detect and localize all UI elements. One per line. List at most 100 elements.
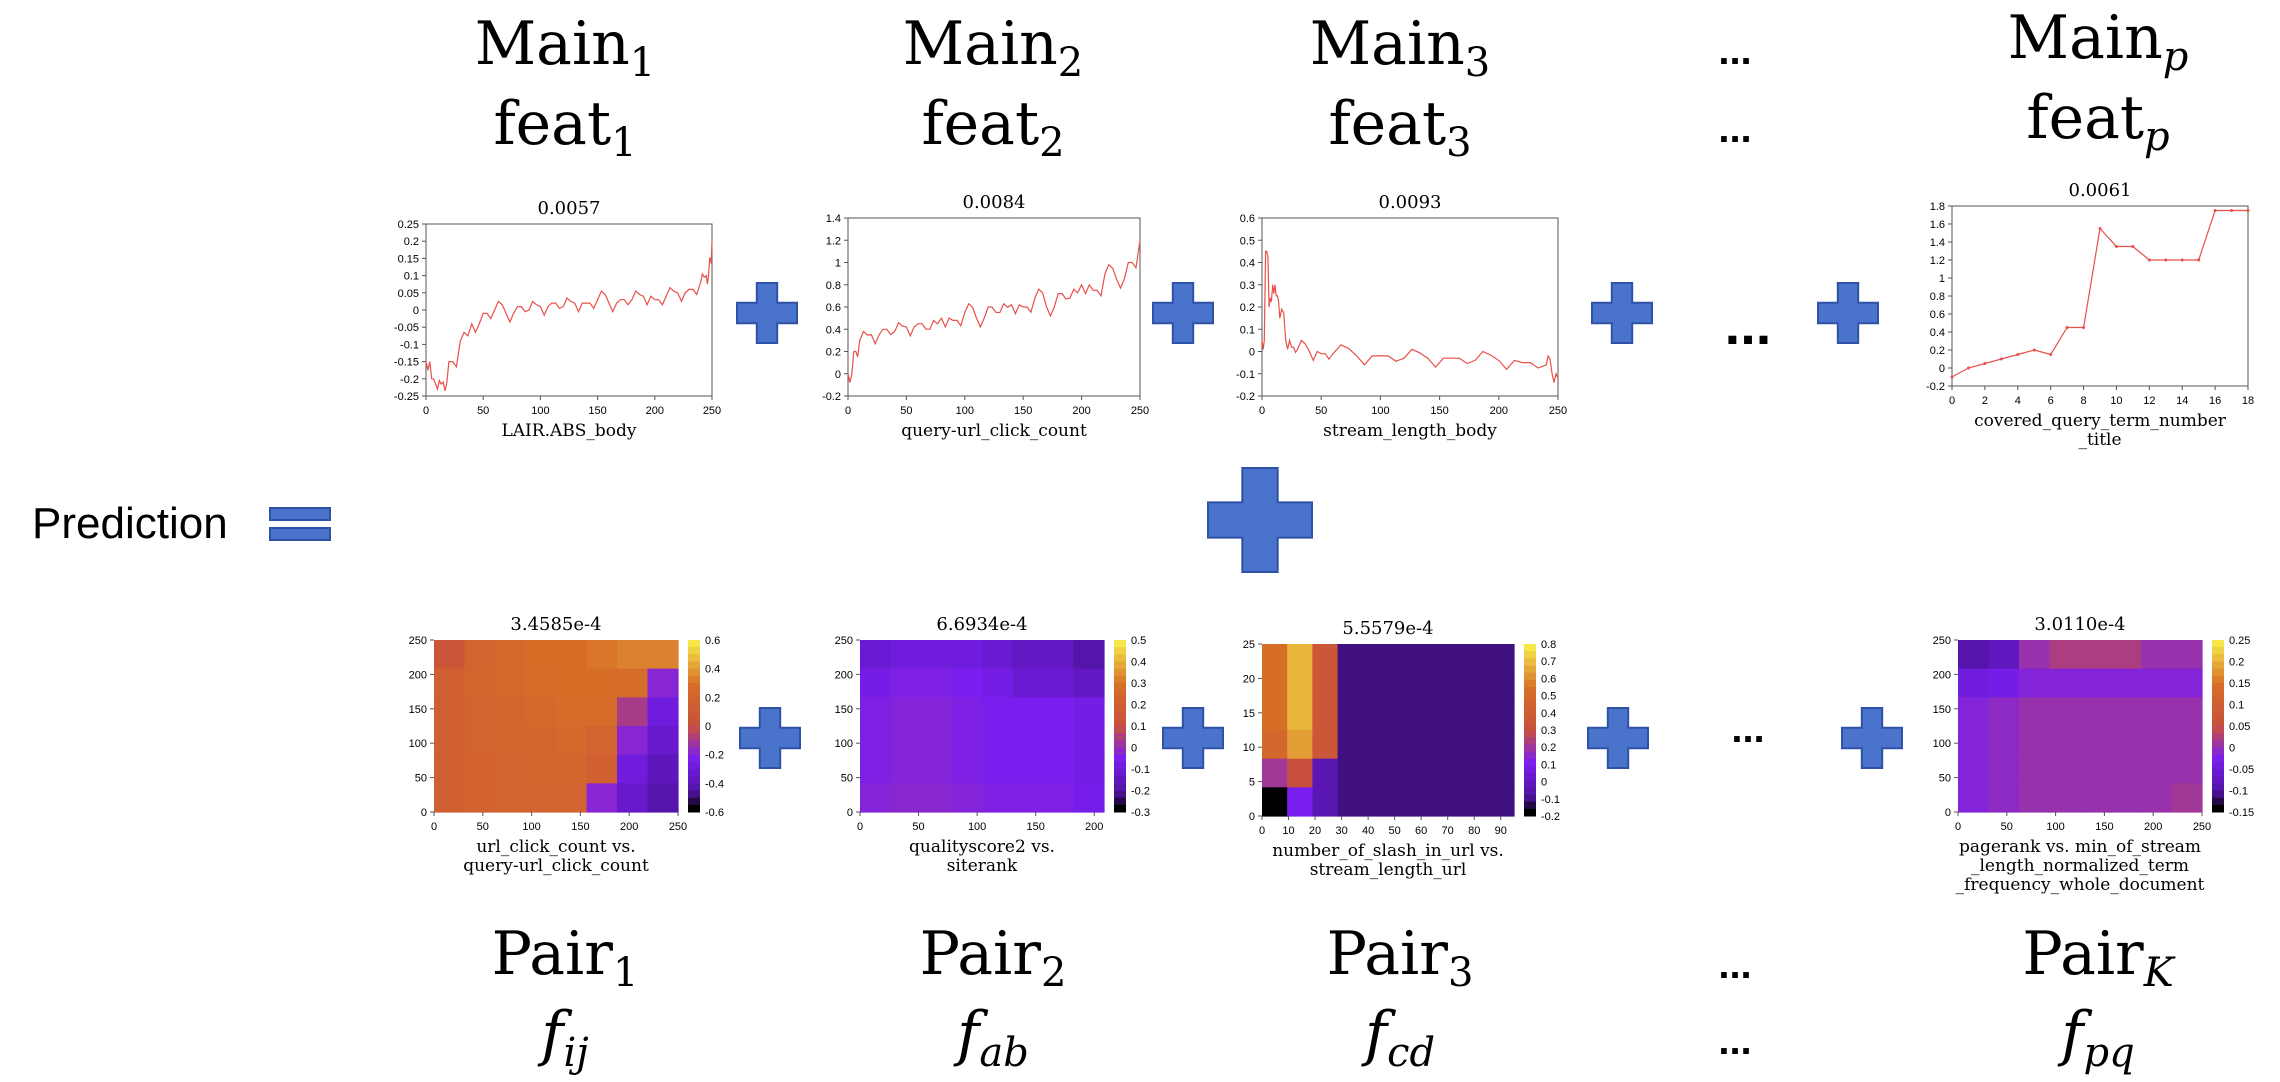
- colorbar-segment: [1524, 708, 1536, 717]
- colorbar-segment: [1524, 758, 1536, 767]
- heatmap-cell: [1287, 730, 1313, 760]
- heatmap-cell: [617, 640, 649, 670]
- x-tick-label: 50: [477, 405, 489, 417]
- pair-effect-name: Pair2: [920, 919, 1067, 996]
- heatmap-cell: [495, 754, 527, 784]
- heatmap-cell: [951, 726, 983, 756]
- heatmap-chart: 5.5579e-4 0.8 0.7 0.6 0.5 0.4 0.3 0.2 0.1 0 -0.1 -0…: [1243, 618, 1560, 880]
- colorbar-segment: [1524, 780, 1536, 788]
- x-tick-label: 12: [2143, 395, 2155, 407]
- heatmap-cell: [2080, 783, 2112, 813]
- heatmap-cell: [586, 697, 618, 727]
- colorbar-segment: [2212, 747, 2224, 756]
- heatmap-cell: [1043, 668, 1075, 698]
- heatmap-cell: [1073, 754, 1105, 784]
- heatmap-cell: [890, 754, 922, 784]
- colorbar-tick-label: 0: [705, 721, 711, 733]
- colorbar-tick-label: 0.05: [2229, 721, 2250, 733]
- plus-icon: [739, 707, 801, 769]
- series-line: [425, 241, 713, 392]
- heatmap-cell: [1312, 644, 1339, 674]
- heatmap-cell: [1287, 787, 1313, 817]
- y-tick-label: 0: [835, 369, 841, 381]
- heatmap-cell: [921, 668, 953, 698]
- x-tick-label: 200: [1490, 405, 1508, 417]
- heatmap-cell: [1362, 672, 1389, 702]
- heatmap-cell: [1337, 787, 1364, 817]
- colorbar-segment: [1524, 801, 1536, 810]
- heatmap-cell: [1073, 668, 1105, 698]
- heatmap-cell: [1388, 730, 1414, 760]
- y-tick-label: 0.8: [826, 280, 841, 292]
- heatmap-cell: [1958, 783, 1990, 813]
- x-tick-label: 100: [956, 405, 974, 417]
- y-tick-label: -0.2: [822, 391, 841, 403]
- y-tick-label: -0.15: [394, 357, 419, 369]
- y-tick-label: 0.1: [1240, 324, 1255, 336]
- y-tick-label: 50: [1939, 773, 1951, 785]
- heatmap-cell: [2171, 640, 2203, 670]
- heatmap-cell: [434, 783, 466, 813]
- heatmap-cell: [434, 726, 466, 756]
- plot-frame: [1261, 217, 1559, 397]
- colorbar-tick-label: 0.5: [1131, 635, 1146, 647]
- heatmap-cell: [495, 697, 527, 727]
- heatmap-cell: [1012, 640, 1044, 670]
- heatmap-cell: [860, 726, 892, 756]
- series-point: [2164, 258, 2168, 262]
- colorbar-tick-label: -0.3: [1131, 807, 1150, 819]
- colorbar-tick-label: 0.1: [1131, 721, 1146, 733]
- plot-frame: [425, 223, 713, 397]
- colorbar-segment: [1114, 783, 1126, 791]
- heatmap-cell: [525, 697, 557, 727]
- y-tick-label: 1: [1939, 273, 1945, 285]
- colorbar-segment: [688, 769, 700, 777]
- x-axis-label: _frequency_whole_document: [1956, 875, 2205, 895]
- y-tick-label: 0.2: [1930, 345, 1945, 357]
- heatmap-cell: [586, 754, 618, 784]
- chart-title: 0.0084: [963, 192, 1026, 213]
- series-point: [1950, 375, 1954, 379]
- x-tick-label: 250: [703, 405, 721, 417]
- x-tick-label: 100: [2046, 821, 2064, 833]
- colorbar-tick-label: 0.25: [2229, 635, 2250, 647]
- series-point: [2016, 353, 2020, 356]
- colorbar-tick-label: 0.1: [2229, 700, 2244, 712]
- series-point: [2049, 353, 2053, 356]
- y-tick-label: 50: [415, 773, 427, 785]
- y-tick-label: 0.25: [398, 219, 419, 231]
- x-tick-label: 150: [1014, 405, 1032, 417]
- plus-icon: [1162, 707, 1224, 769]
- heatmap-cell: [1337, 644, 1364, 674]
- colorbar-tick-label: -0.2: [1541, 811, 1560, 823]
- chart-title: 0.0093: [1379, 192, 1442, 213]
- series-point: [2098, 227, 2102, 230]
- colorbar-segment: [688, 711, 700, 720]
- colorbar-segment: [1114, 804, 1126, 813]
- x-axis-label: stream_length_url: [1310, 860, 1467, 880]
- colorbar-segment: [1524, 794, 1536, 803]
- colorbar-segment: [2212, 733, 2224, 741]
- pair-effect-footers: Pair1 fij Pair2 fab Pair3 fcd PairK fpq: [492, 919, 2176, 1076]
- y-tick-label: 0: [413, 305, 419, 317]
- y-tick-label: 0: [1939, 363, 1945, 375]
- heatmap-cell: [1388, 787, 1414, 817]
- y-tick-label: 0: [1249, 347, 1255, 359]
- colorbar-segment: [688, 704, 700, 713]
- heatmap-cell: [2171, 668, 2203, 698]
- y-tick-label: 1.4: [826, 213, 841, 225]
- ellipsis: ...: [1718, 943, 1751, 987]
- colorbar-segment: [1114, 769, 1126, 777]
- pair-effect-name: PairK: [2022, 919, 2175, 996]
- colorbar-segment: [1114, 790, 1126, 799]
- y-tick-label: 100: [835, 738, 853, 750]
- heatmap-cell: [2171, 783, 2203, 813]
- colorbar-segment: [1114, 675, 1126, 684]
- colorbar-segment: [688, 697, 700, 705]
- colorbar-tick-label: 0.6: [1541, 673, 1556, 685]
- heatmap-cell: [586, 640, 618, 670]
- heatmap-cell: [2171, 754, 2203, 784]
- x-tick-label: 6: [2048, 395, 2054, 407]
- y-tick-label: 0.05: [398, 288, 419, 300]
- colorbar-segment: [1524, 679, 1536, 688]
